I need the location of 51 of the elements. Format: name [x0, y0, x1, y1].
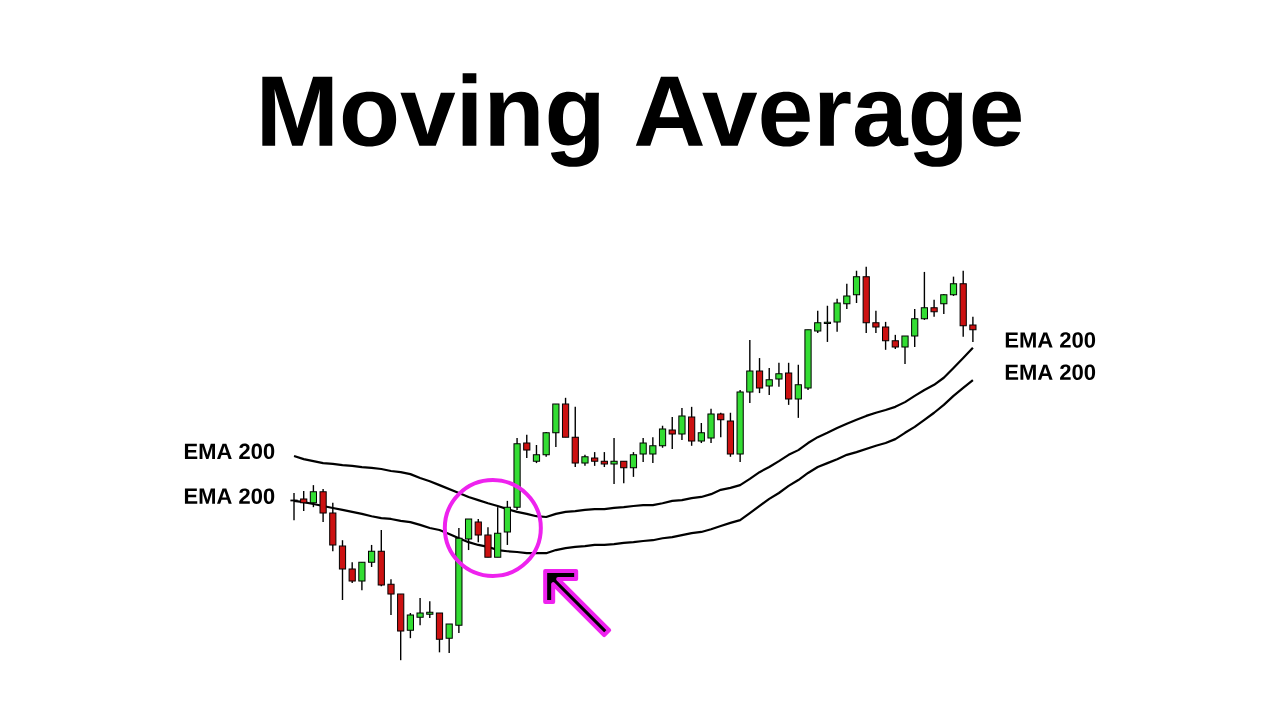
candlestick	[843, 283, 851, 310]
candlestick	[658, 425, 667, 449]
candlestick	[474, 518, 482, 543]
candlestick	[852, 270, 861, 304]
candlestick	[464, 518, 473, 551]
candlestick	[639, 437, 647, 463]
candlestick	[387, 578, 395, 616]
candlestick	[445, 623, 453, 654]
candlestick	[755, 357, 764, 394]
candlestick	[406, 612, 414, 639]
candlestick	[309, 484, 318, 508]
candlestick	[949, 275, 958, 297]
candlestick	[367, 544, 376, 568]
candlestick	[416, 597, 424, 626]
candlestick	[358, 561, 366, 591]
candlestick	[882, 321, 890, 351]
candlestick	[707, 408, 715, 444]
text: EMA 200	[1005, 332, 1096, 348]
candlestick	[901, 335, 909, 365]
candlestick	[872, 310, 880, 334]
candlestick	[338, 539, 347, 601]
candlestick	[610, 437, 618, 485]
candlestick	[697, 422, 705, 444]
candlestick	[930, 299, 938, 318]
text: EMA 200	[1005, 364, 1096, 381]
text: EMA 200	[184, 443, 275, 460]
candlestick	[629, 451, 638, 478]
candlestick	[746, 339, 754, 404]
candlestick	[523, 434, 531, 459]
candlestick	[348, 561, 356, 584]
candlestick	[649, 436, 657, 464]
candlestick	[814, 310, 822, 334]
candlestick	[833, 297, 841, 333]
candlestick	[765, 367, 773, 396]
chart-title: Moving Average	[262, 73, 1021, 167]
text: EMA 200	[184, 488, 275, 504]
candlestick	[668, 416, 676, 450]
candlestick	[717, 412, 725, 438]
candlestick	[542, 431, 550, 458]
candlestick	[300, 490, 308, 512]
candlestick	[823, 305, 832, 343]
candlestick	[688, 406, 696, 447]
candlestick	[775, 362, 783, 388]
candlestick	[969, 316, 977, 343]
candlestick	[920, 271, 929, 321]
candlestick	[532, 444, 541, 464]
candlestick	[319, 488, 327, 523]
candlestick	[794, 364, 802, 419]
candlestick	[911, 308, 919, 348]
candlestick	[620, 460, 628, 484]
candlestick	[678, 407, 686, 441]
